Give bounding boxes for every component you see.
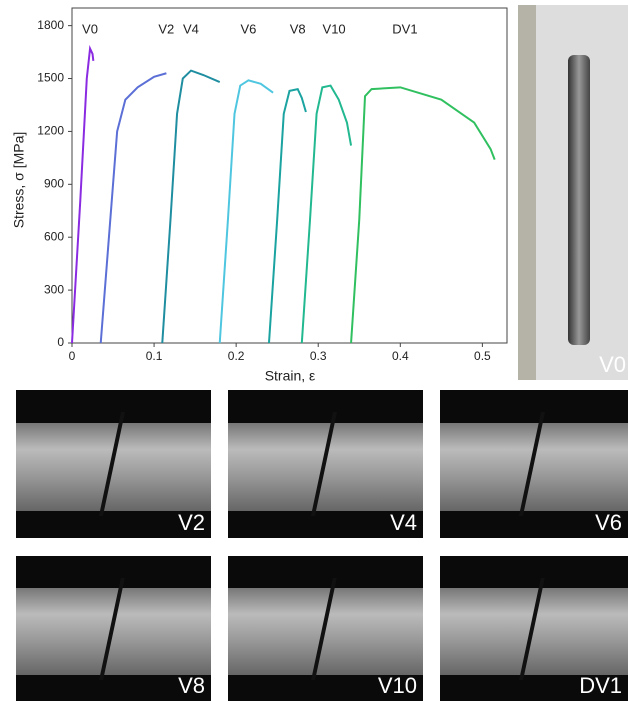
photo: V8 <box>16 556 211 701</box>
x-tick-label: 0.2 <box>228 349 245 363</box>
photo: V10 <box>228 556 423 701</box>
series-line <box>351 87 495 343</box>
series-line <box>101 73 167 343</box>
y-tick-label: 900 <box>44 176 64 190</box>
series-label: V0 <box>82 21 98 36</box>
x-axis-label: Strain, ε <box>265 368 316 384</box>
photo: V6 <box>440 390 628 538</box>
chart: Stress, σ [MPa] Strain, ε 0 300 600 900 1200… <box>0 0 510 385</box>
series-line <box>162 71 219 343</box>
series-label: V8 <box>290 21 306 36</box>
y-tick-label: 600 <box>44 229 64 243</box>
series-label: V10 <box>323 21 346 36</box>
x-tick-label: 0.5 <box>474 349 491 363</box>
y-tick-label: 1200 <box>37 124 64 138</box>
photo-label: V2 <box>178 510 205 536</box>
x-tick-label: 0.3 <box>310 349 327 363</box>
plot-frame <box>72 8 507 343</box>
series-line <box>72 49 93 343</box>
y-axis-label: Stress, σ [MPa] <box>11 132 27 229</box>
x-tick-label: 0 <box>69 349 76 363</box>
y-tick-label: 1800 <box>37 18 64 32</box>
series-line <box>302 86 351 343</box>
series-label: V6 <box>240 21 256 36</box>
series-label: DV1 <box>392 21 417 36</box>
series-line <box>220 80 273 343</box>
series-label: V4 <box>183 21 199 36</box>
photo-label: V8 <box>178 673 205 699</box>
photo: V2 <box>16 390 211 538</box>
y-tick-label: 300 <box>44 282 64 296</box>
y-tick-label: 1500 <box>37 71 64 85</box>
photo: DV1 <box>440 556 628 701</box>
photo: V4 <box>228 390 423 538</box>
y-tick-label: 0 <box>57 335 64 349</box>
x-tick-label: 0.1 <box>146 349 163 363</box>
photo-label: V10 <box>378 673 417 699</box>
photo-label: V0 <box>599 352 626 378</box>
photo-label: V6 <box>595 510 622 536</box>
series-line <box>269 89 306 343</box>
photo-label: DV1 <box>579 673 622 699</box>
photo-label: V4 <box>390 510 417 536</box>
photo: V0 <box>518 5 628 380</box>
x-tick-label: 0.4 <box>392 349 409 363</box>
series-label: V2 <box>158 21 174 36</box>
page: Stress, σ [MPa] Strain, ε 0 300 600 900 1200… <box>0 0 628 701</box>
